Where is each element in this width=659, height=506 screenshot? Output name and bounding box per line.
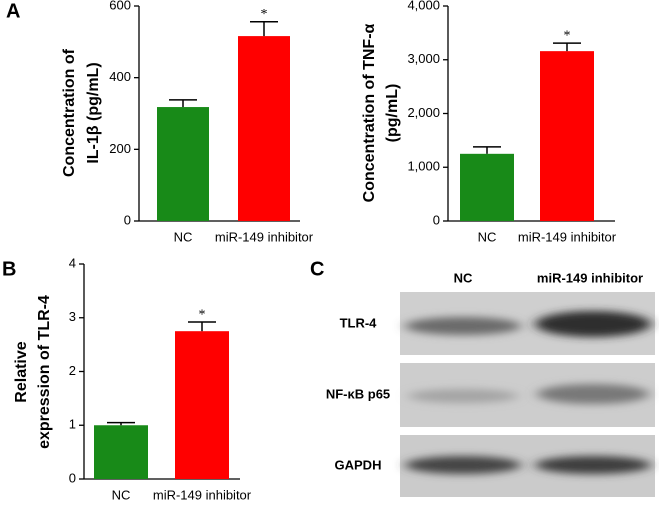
blot-column: miR-149 inhibitor: [537, 270, 643, 285]
y-tick-label: 200: [109, 141, 131, 156]
bar: [175, 331, 229, 479]
y-tick-label: 0: [69, 470, 76, 485]
x-tick-label: miR-149 inhibitor: [215, 229, 314, 244]
y-tick-label: 600: [109, 0, 131, 12]
blot-band: [405, 456, 521, 474]
blot-band: [405, 317, 521, 335]
blot-row: TLR-4: [340, 315, 378, 330]
panel-label: C: [310, 258, 324, 280]
y-tick-label: 3: [69, 309, 76, 324]
bar: [460, 153, 514, 221]
error-bar: [250, 21, 278, 37]
y-tick-label: 0: [433, 212, 440, 227]
blot-band: [408, 389, 518, 403]
western-blot: NC miR-149 inhibitor TLR-4 NF-κB p65 GAP…: [326, 270, 655, 497]
bar: [238, 36, 290, 221]
y-axis-label: Concentration of: [61, 48, 78, 177]
y-tick-label: 1: [69, 417, 76, 432]
significance: *: [199, 307, 206, 322]
y-tick-label: 4: [69, 255, 76, 270]
blot-row: GAPDH: [335, 457, 382, 472]
y-axis-label: expression of TLR-4: [36, 295, 53, 449]
y-tick-label: 400: [109, 69, 131, 84]
y-axis-label: Concentration of TNF-α: [361, 23, 378, 202]
y-tick-label: 2,000: [407, 105, 440, 120]
x-tick-label: NC: [174, 229, 193, 244]
y-tick-label: 3,000: [407, 51, 440, 66]
y-tick-label: 0: [124, 212, 131, 227]
bar: [94, 425, 148, 479]
bar: [157, 107, 209, 221]
error-bar: [553, 42, 581, 52]
error-bar: [169, 99, 197, 108]
blot-band: [537, 384, 649, 404]
blot-band: [535, 456, 651, 474]
x-tick-label: miR-149 inhibitor: [518, 229, 617, 244]
panel-label: B: [2, 258, 16, 280]
bar: [540, 51, 594, 222]
blot-column: NC: [454, 270, 473, 285]
y-axis-label: IL-1β (pg/mL): [85, 62, 102, 163]
x-tick-label: NC: [112, 487, 131, 501]
x-tick-label: miR-149 inhibitor: [153, 487, 252, 501]
error-bar: [107, 421, 135, 426]
y-tick-label: 2: [69, 363, 76, 378]
x-tick-label: NC: [478, 229, 497, 244]
y-tick-label: 1,000: [407, 159, 440, 174]
blot-band: [535, 311, 651, 337]
panel-label: A: [6, 0, 20, 22]
y-axis-label: Relative: [13, 341, 30, 402]
y-tick-label: 4,000: [407, 0, 440, 12]
error-bar: [188, 321, 216, 332]
significance: *: [261, 7, 268, 22]
y-axis-label: (pg/mL): [384, 84, 401, 143]
error-bar: [473, 146, 501, 154]
significance: *: [564, 28, 571, 43]
blot-row: NF-κB p65: [326, 386, 390, 401]
